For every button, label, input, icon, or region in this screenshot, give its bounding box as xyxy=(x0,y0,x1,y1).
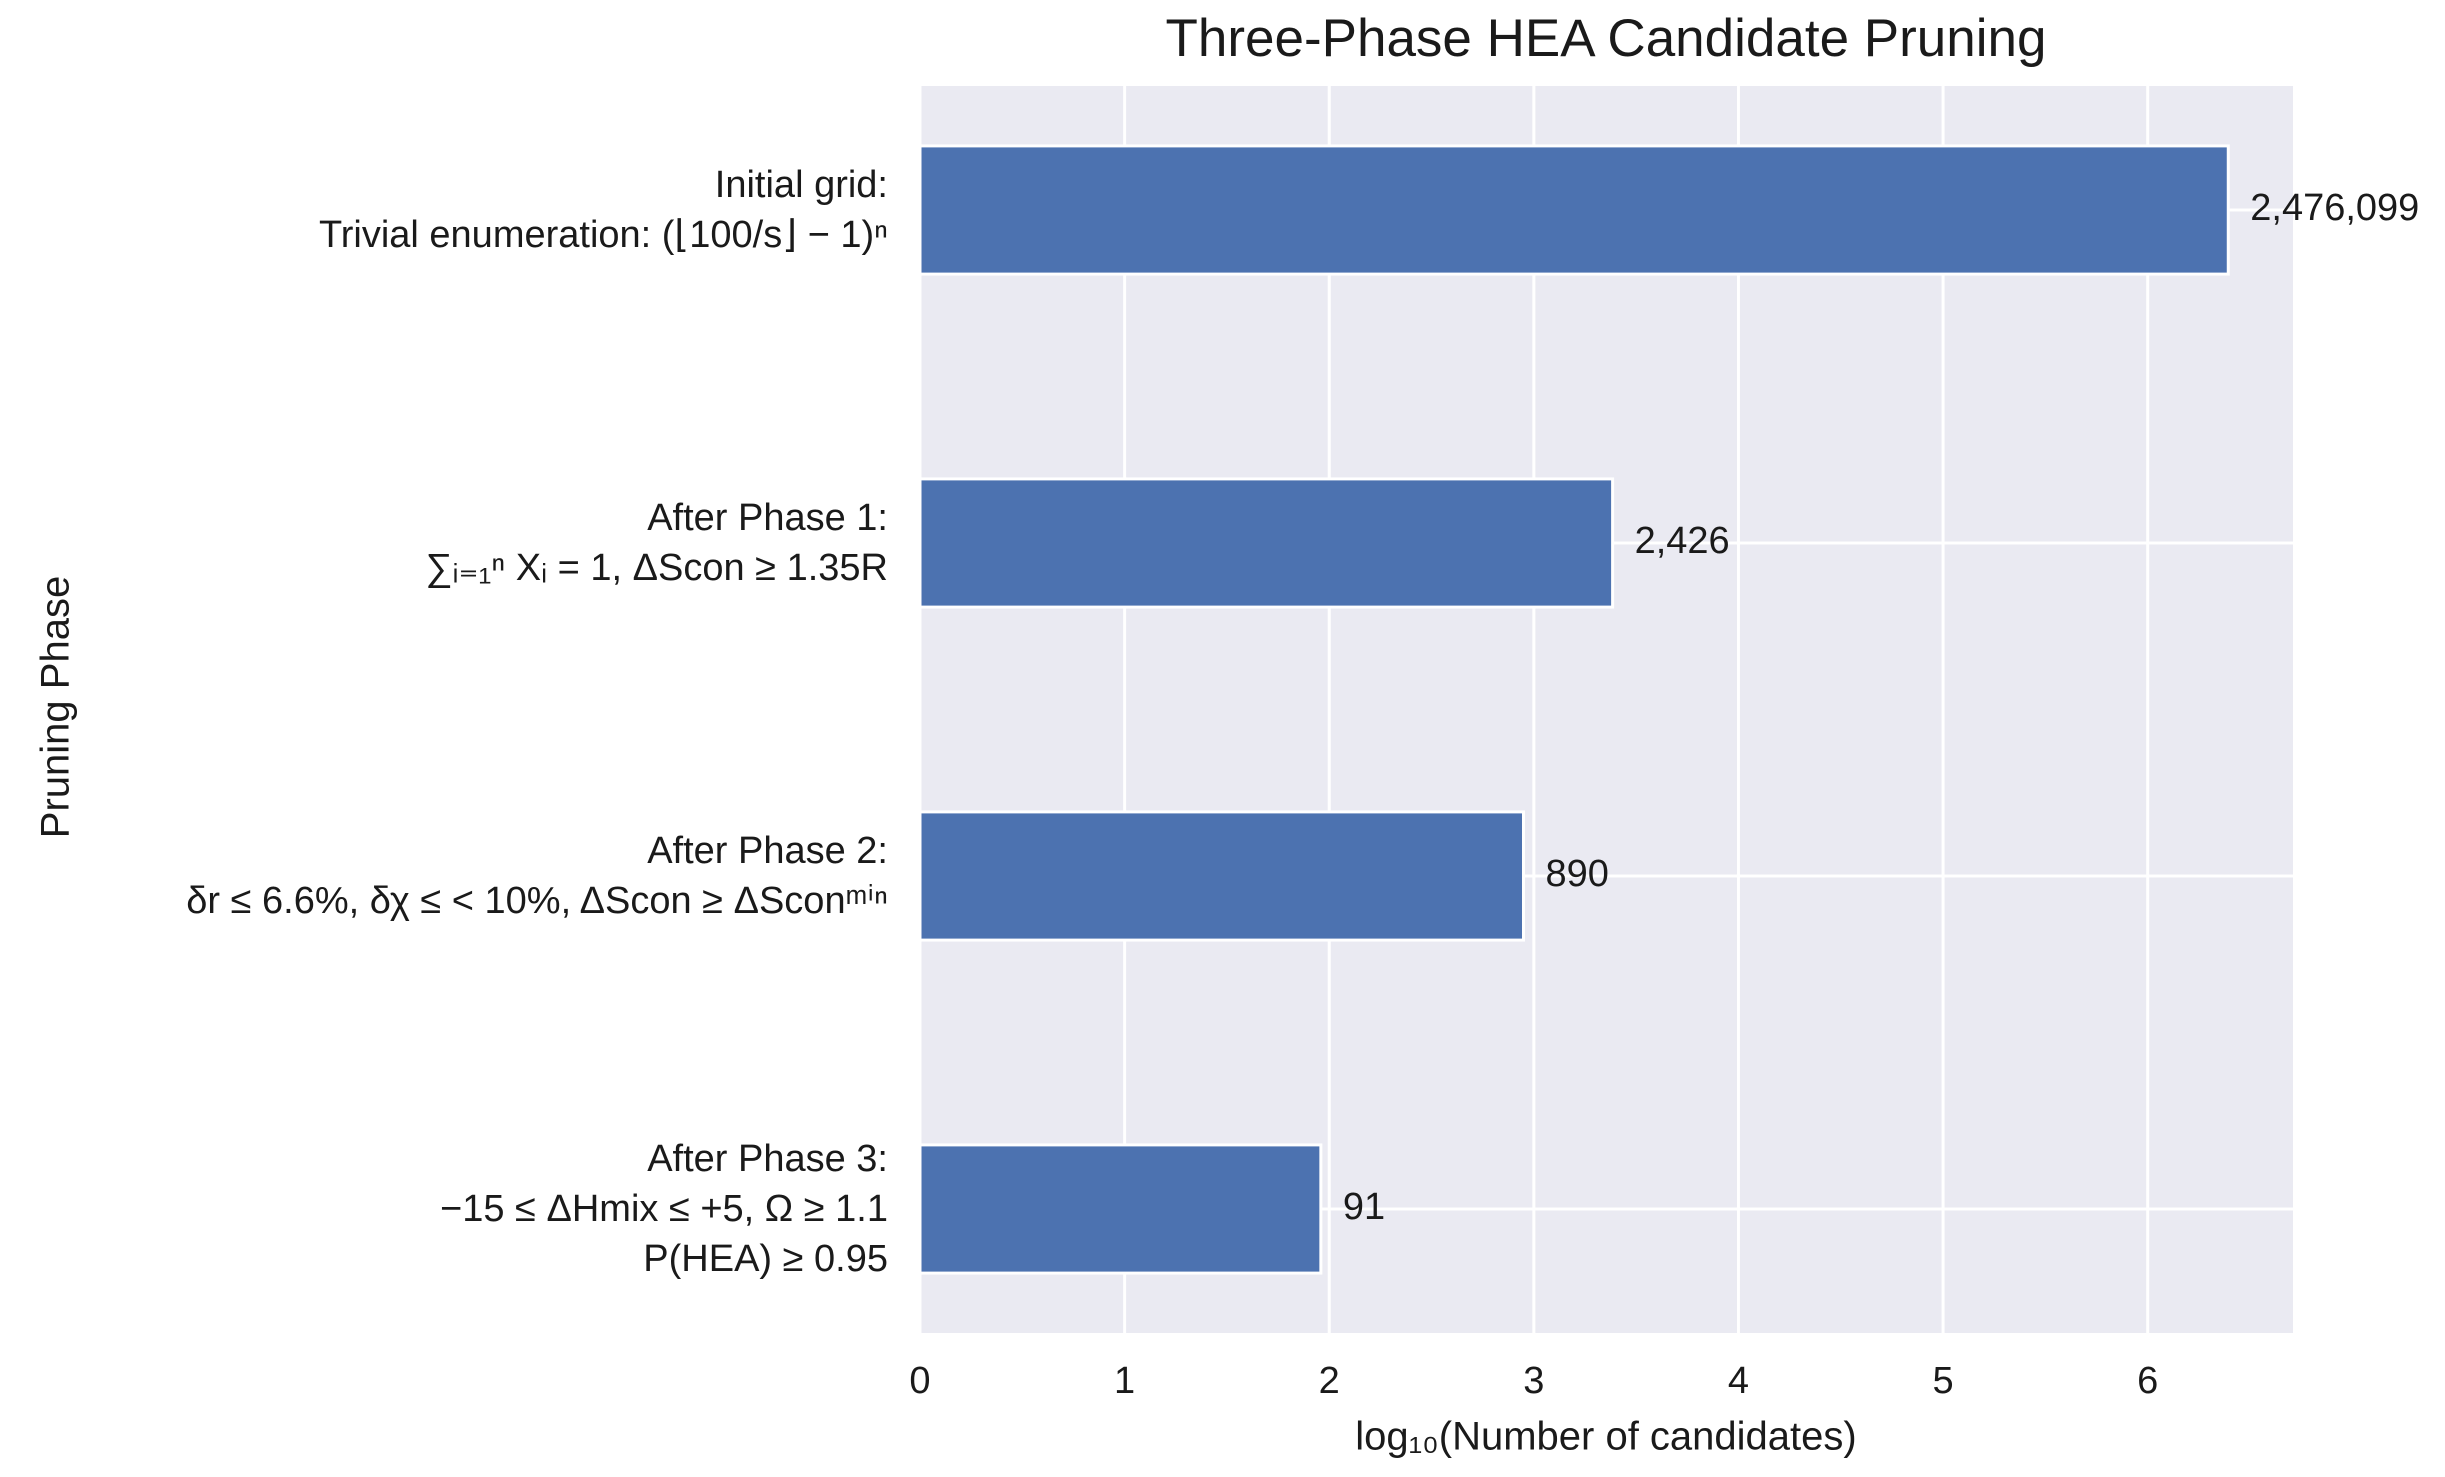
y-axis-title: Pruning Phase xyxy=(34,576,78,838)
data-label: 2,426 xyxy=(1635,520,1730,562)
y-tick-label: After Phase 3: −15 ≤ ΔHmix ≤ +5, Ω ≥ 1.1… xyxy=(440,1138,888,1280)
bar xyxy=(918,477,1615,609)
x-tick-label: 1 xyxy=(1114,1360,1135,1402)
data-label: 890 xyxy=(1545,853,1608,895)
x-tick-label: 5 xyxy=(1933,1360,1954,1402)
x-axis-title: log₁₀(Number of candidates) xyxy=(1355,1415,1856,1459)
bar xyxy=(918,144,2230,276)
data-label: 91 xyxy=(1343,1186,1385,1228)
bar xyxy=(918,810,1525,942)
y-tick-label: After Phase 2: δr ≤ 6.6%, δχ ≤ < 10%, ΔS… xyxy=(186,830,888,922)
y-tick-label: After Phase 1: ∑ᵢ₌₁ⁿ Xᵢ = 1, ΔScon ≥ 1.3… xyxy=(425,497,888,589)
x-tick-label: 4 xyxy=(1728,1360,1749,1402)
chart-title: Three-Phase HEA Candidate Pruning xyxy=(1166,9,2047,68)
bar xyxy=(918,1143,1323,1275)
data-label: 2,476,099 xyxy=(2250,187,2419,229)
plot-area xyxy=(920,86,2293,1333)
x-tick-label: 6 xyxy=(2137,1360,2158,1402)
y-tick-label: Initial grid: Trivial enumeration: (⌊100… xyxy=(318,164,888,256)
x-tick-label: 3 xyxy=(1523,1360,1544,1402)
x-tick-label: 0 xyxy=(909,1360,930,1402)
x-tick-label: 2 xyxy=(1319,1360,1340,1402)
